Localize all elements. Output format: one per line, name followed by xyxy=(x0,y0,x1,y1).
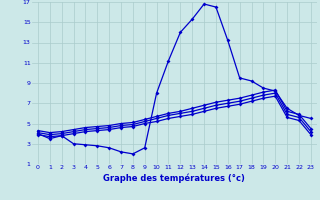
X-axis label: Graphe des températures (°c): Graphe des températures (°c) xyxy=(103,173,245,183)
